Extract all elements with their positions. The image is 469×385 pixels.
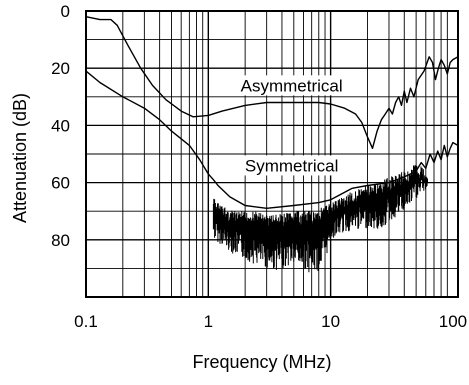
y-tick-label: 40 — [51, 116, 70, 135]
series-label-asymmetrical: Asymmetrical — [241, 76, 343, 95]
x-axis-title: Frequency (MHz) — [192, 352, 331, 372]
noise-band — [212, 165, 428, 273]
x-tick-label: 100 — [439, 312, 467, 331]
y-axis-title: Attenuation (dB) — [10, 93, 30, 223]
series-label-background — [241, 155, 342, 176]
y-tick-label: 20 — [51, 59, 70, 78]
series-label-background — [237, 75, 346, 96]
y-tick-label: 0 — [61, 2, 70, 21]
series-lines — [85, 16, 459, 210]
x-tick-label: 0.1 — [74, 312, 98, 331]
series-line-asymmetrical — [85, 16, 459, 150]
series-line-symmetrical — [85, 70, 459, 210]
y-tick-label: 80 — [51, 231, 70, 250]
x-tick-label: 1 — [204, 312, 213, 331]
series-labels: Asymmetrical Symmetrical — [237, 75, 346, 176]
y-tick-label: 60 — [51, 174, 70, 193]
y-tick-labels: 0 20 40 60 80 — [51, 2, 70, 250]
noise-hatching — [212, 165, 428, 273]
plot-frame — [85, 10, 459, 298]
x-tick-label: 10 — [321, 312, 340, 331]
series-label-symmetrical: Symmetrical — [245, 156, 339, 175]
x-tick-labels: 0.1 1 10 100 — [74, 312, 467, 331]
